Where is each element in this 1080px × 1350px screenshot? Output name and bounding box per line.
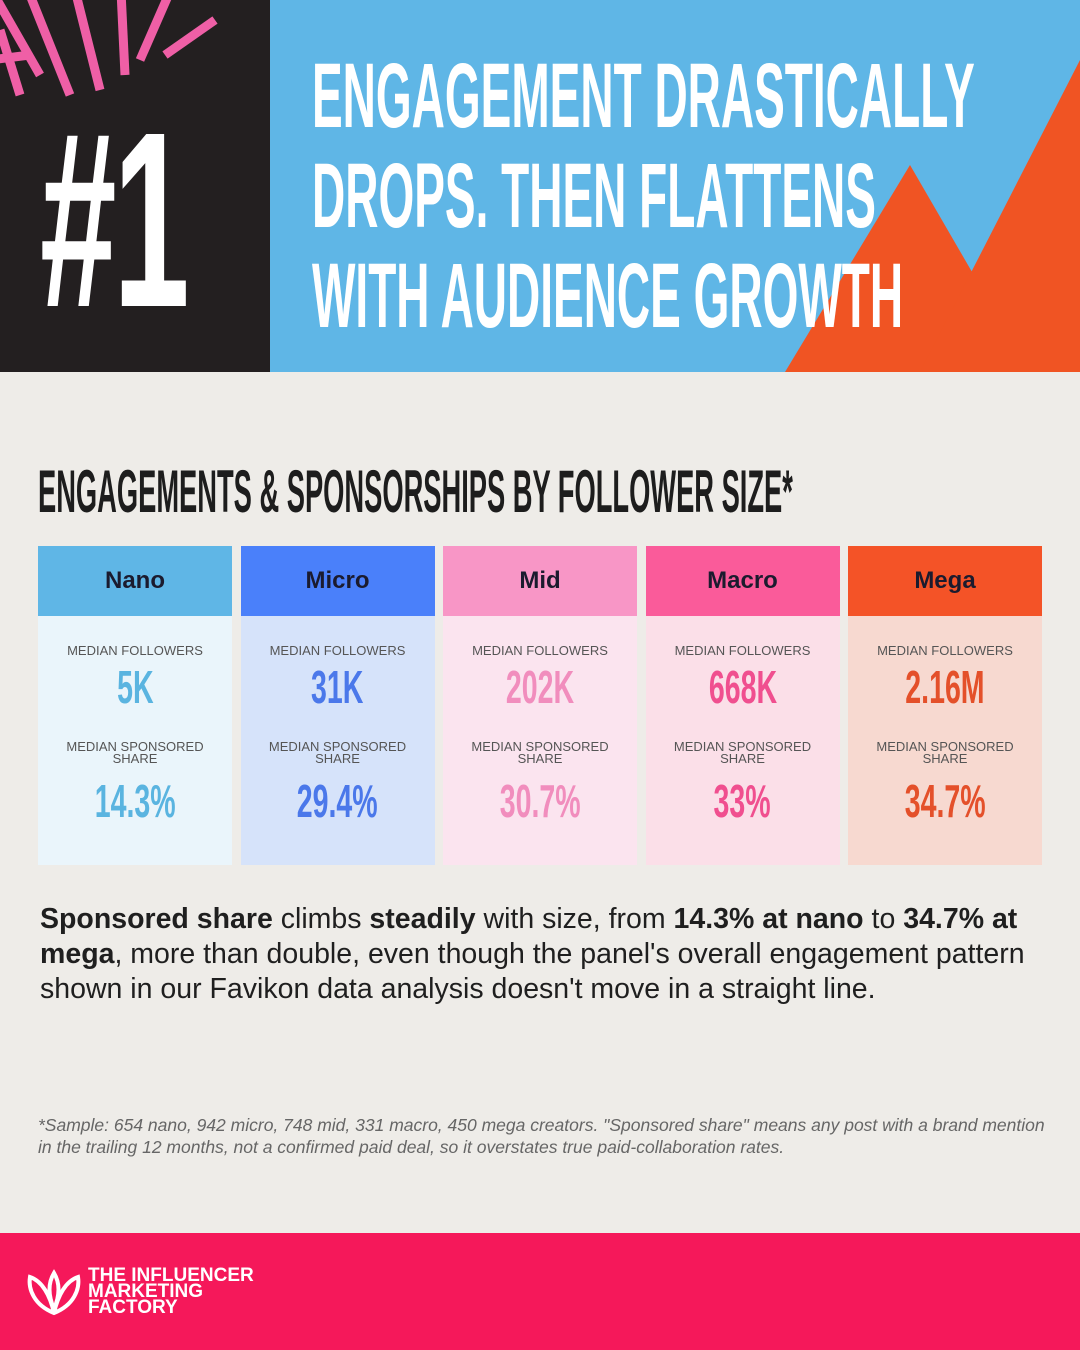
logo-line: MARKETING <box>88 1281 204 1302</box>
logo-line: THE INFLUENCER <box>88 1265 254 1286</box>
followers-text: 202K <box>505 661 575 713</box>
header-title: WITH AUDIENCE GROWTH <box>312 245 904 347</box>
share-value: 29.4% <box>241 771 435 831</box>
header-title: ENGAGEMENT DRASTICALLY <box>312 45 975 147</box>
share-text: 30.7% <box>499 775 581 827</box>
logo-text: THE INFLUENCER MARKETING FACTORY <box>88 1265 254 1318</box>
share-text: 33% <box>713 775 772 827</box>
share-value: 30.7% <box>443 771 637 831</box>
tier-card: Micro MEDIAN FOLLOWERS 31K MEDIAN SPONSORED… <box>240 546 435 865</box>
header-number-panel: #1 <box>0 0 270 372</box>
share-label: MEDIAN SPONSORED SHARE <box>66 739 204 766</box>
share-value: 33% <box>646 771 840 831</box>
text-run: to <box>863 903 904 935</box>
followers-value: 668K <box>646 657 840 717</box>
bold-run: Sponsored share <box>40 903 273 935</box>
followers-label: MEDIAN FOLLOWERS <box>877 643 1013 658</box>
header-title: DROPS. THEN FLATTENS <box>312 145 876 247</box>
tier-name: Mid <box>443 546 637 616</box>
followers-label: MEDIAN FOLLOWERS <box>472 643 608 658</box>
share-value: 34.7% <box>848 771 1042 831</box>
tier-name: Mega <box>848 546 1042 616</box>
share-label: MEDIAN SPONSORED SHARE <box>471 739 609 766</box>
text-run: with size, from <box>475 903 674 935</box>
logo-line: FACTORY <box>88 1297 178 1318</box>
tier-card: Mega MEDIAN FOLLOWERS 2.16M MEDIAN SPONSORE… <box>848 546 1042 865</box>
followers-label: MEDIAN FOLLOWERS <box>67 643 203 658</box>
followers-text: 31K <box>311 661 364 713</box>
tier-name: Macro <box>645 546 840 616</box>
share-label: MEDIAN SPONSORED SHARE <box>876 739 1014 766</box>
followers-label: MEDIAN FOLLOWERS <box>269 643 406 658</box>
share-text: 34.7% <box>904 775 986 827</box>
followers-value: 2.16M <box>848 657 1042 717</box>
text-run: , more than double, even though the pane… <box>40 938 1025 1005</box>
bold-run: 34.7% at mega <box>40 903 1018 970</box>
share-label: MEDIAN SPONSORED SHARE <box>673 739 812 766</box>
followers-text: 668K <box>708 661 777 713</box>
footnote: *Sample: 654 nano, 942 micro, 748 mid, 3… <box>38 1115 1045 1157</box>
share-text: 29.4% <box>297 775 378 827</box>
followers-value: 31K <box>241 657 435 717</box>
tier-card: Macro MEDIAN FOLLOWERS 668K MEDIAN SPONSORE… <box>645 546 840 865</box>
summary-paragraph: Sponsored share climbs steadily with siz… <box>40 902 1040 1007</box>
header-title-panel <box>270 0 1080 372</box>
share-text: 14.3% <box>94 775 176 827</box>
section-title: ENGAGEMENTS & SPONSORSHIPS BY FOLLOWER S… <box>38 458 793 525</box>
triangles <box>785 60 1080 372</box>
bold-run: steadily <box>369 903 476 935</box>
followers-text: 2.16M <box>905 661 985 713</box>
text-run: climbs <box>272 903 370 935</box>
logo-icon <box>27 1269 81 1316</box>
sunburst <box>0 0 218 97</box>
tier-card: Nano MEDIAN FOLLOWERS 5K MEDIAN SPONSORED S… <box>38 546 232 865</box>
followers-value: 5K <box>38 657 232 717</box>
share-label: MEDIAN SPONSORED SHARE <box>268 739 407 766</box>
tier-card: Mid MEDIAN FOLLOWERS 202K MEDIAN SPONSORED … <box>443 546 637 865</box>
footer <box>0 1233 1080 1350</box>
tier-name: Micro <box>240 546 435 616</box>
tier-name: Nano <box>38 546 232 616</box>
followers-value: 202K <box>443 657 637 717</box>
followers-text: 5K <box>116 661 154 713</box>
bold-run: 14.3% at nano <box>673 903 864 935</box>
header-number: #1 <box>40 80 190 359</box>
followers-label: MEDIAN FOLLOWERS <box>674 643 811 658</box>
share-value: 14.3% <box>38 771 232 831</box>
